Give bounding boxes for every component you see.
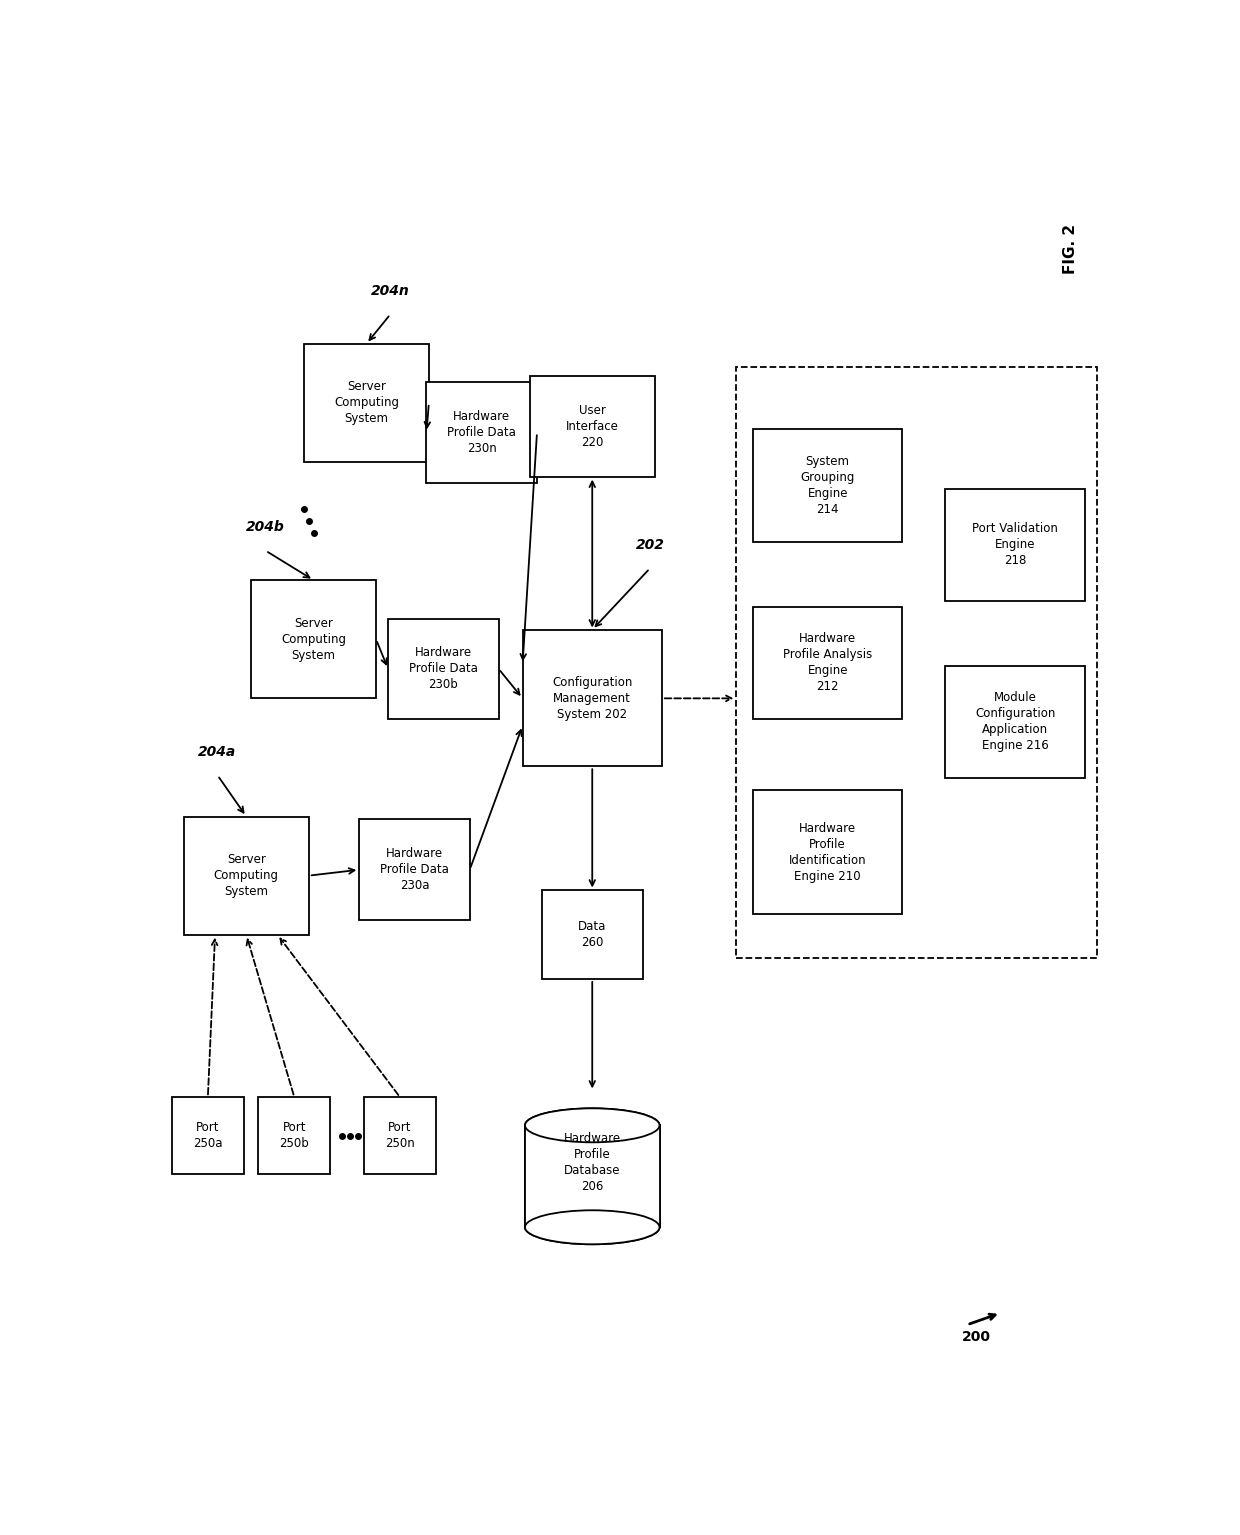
FancyBboxPatch shape [753,430,903,542]
Text: Hardware
Profile
Identification
Engine 210: Hardware Profile Identification Engine 2… [789,821,867,883]
Text: FIG. 2: FIG. 2 [1063,224,1078,275]
Text: Port Validation
Engine
218: Port Validation Engine 218 [972,522,1058,568]
FancyBboxPatch shape [525,1125,660,1228]
FancyBboxPatch shape [360,820,470,919]
Text: Port
250a: Port 250a [193,1121,223,1150]
Ellipse shape [525,1210,660,1245]
FancyBboxPatch shape [172,1098,244,1174]
FancyBboxPatch shape [529,376,655,477]
FancyBboxPatch shape [184,817,309,935]
Text: Module
Configuration
Application
Engine 216: Module Configuration Application Engine … [975,691,1055,752]
Text: Data
260: Data 260 [578,921,606,949]
FancyBboxPatch shape [304,344,429,462]
Text: 204a: 204a [198,744,237,758]
FancyBboxPatch shape [522,631,662,766]
Ellipse shape [525,1210,660,1245]
Text: Server
Computing
System: Server Computing System [334,381,399,425]
Text: 202: 202 [635,537,665,551]
Text: 204n: 204n [371,284,409,298]
Text: Port
250n: Port 250n [386,1121,415,1150]
FancyBboxPatch shape [388,619,498,718]
FancyBboxPatch shape [427,382,537,482]
Text: System
Grouping
Engine
214: System Grouping Engine 214 [801,454,854,516]
Text: Hardware
Profile Analysis
Engine
212: Hardware Profile Analysis Engine 212 [784,632,872,694]
FancyBboxPatch shape [525,1125,660,1228]
Text: Hardware
Profile Data
230n: Hardware Profile Data 230n [448,410,516,454]
Ellipse shape [525,1108,660,1142]
FancyBboxPatch shape [258,1098,330,1174]
Text: Server
Computing
System: Server Computing System [281,617,346,662]
Ellipse shape [525,1108,660,1142]
Text: 204b: 204b [246,520,285,534]
Text: Hardware
Profile
Database
206: Hardware Profile Database 206 [564,1133,621,1193]
FancyBboxPatch shape [542,890,642,979]
FancyBboxPatch shape [250,580,376,698]
FancyBboxPatch shape [753,791,903,913]
Text: Configuration
Management
System 202: Configuration Management System 202 [552,675,632,721]
FancyBboxPatch shape [945,666,1085,778]
Text: User
Interface
220: User Interface 220 [565,404,619,450]
Text: Hardware
Profile Data
230a: Hardware Profile Data 230a [379,847,449,892]
Text: Hardware
Profile Data
230b: Hardware Profile Data 230b [409,646,477,691]
FancyBboxPatch shape [945,488,1085,600]
Text: Port
250b: Port 250b [279,1121,309,1150]
Text: Server
Computing
System: Server Computing System [213,853,279,898]
FancyBboxPatch shape [365,1098,436,1174]
FancyBboxPatch shape [737,367,1096,958]
FancyBboxPatch shape [753,606,903,718]
Text: 200: 200 [962,1329,991,1343]
